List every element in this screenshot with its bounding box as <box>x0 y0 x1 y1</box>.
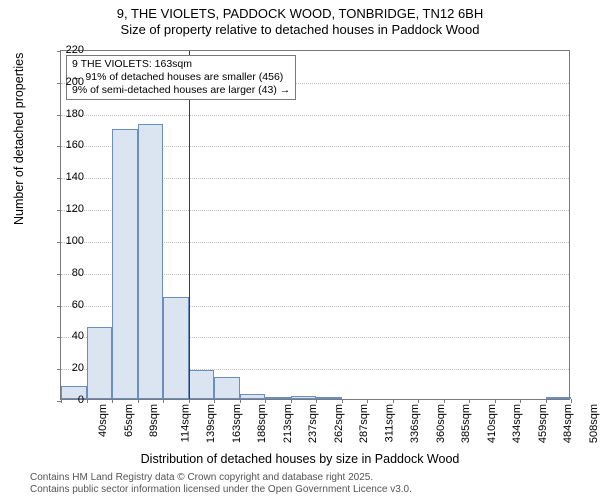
histogram-bar <box>316 397 342 399</box>
x-tick-label: 40sqm <box>97 404 109 437</box>
x-tick-mark <box>520 399 521 403</box>
x-tick-label: 262sqm <box>333 404 345 443</box>
annotation-box: 9 THE VIOLETS: 163sqm ← 91% of detached … <box>66 55 296 100</box>
x-tick-mark <box>214 399 215 403</box>
x-tick-mark <box>571 399 572 403</box>
y-tick-label: 20 <box>44 362 84 374</box>
x-tick-mark <box>112 399 113 403</box>
x-tick-label: 336sqm <box>409 404 421 443</box>
x-tick-mark <box>316 399 317 403</box>
x-tick-label: 114sqm <box>179 404 191 442</box>
x-tick-label: 508sqm <box>588 404 600 443</box>
x-tick-mark <box>546 399 547 403</box>
histogram-bar <box>265 397 291 399</box>
x-tick-label: 459sqm <box>537 404 549 443</box>
x-tick-mark <box>495 399 496 403</box>
y-tick-label: 0 <box>44 394 84 406</box>
x-tick-mark <box>138 399 139 403</box>
chart-title-line1: 9, THE VIOLETS, PADDOCK WOOD, TONBRIDGE,… <box>0 6 600 22</box>
x-tick-mark <box>444 399 445 403</box>
y-tick-label: 220 <box>44 44 84 56</box>
gridline <box>61 115 569 116</box>
x-tick-label: 213sqm <box>282 404 294 443</box>
y-tick-label: 120 <box>44 203 84 215</box>
annotation-line1: 9 THE VIOLETS: 163sqm <box>72 58 290 71</box>
histogram-bar <box>189 370 215 399</box>
annotation-line2: ← 91% of detached houses are smaller (45… <box>72 71 290 84</box>
y-tick-label: 100 <box>44 235 84 247</box>
x-tick-label: 163sqm <box>231 404 243 443</box>
chart-area: 9 THE VIOLETS: 163sqm ← 91% of detached … <box>60 50 570 400</box>
y-tick-label: 40 <box>44 330 84 342</box>
y-tick-label: 180 <box>44 108 84 120</box>
x-tick-label: 434sqm <box>511 404 523 443</box>
histogram-bar <box>87 327 113 399</box>
x-tick-label: 139sqm <box>205 404 217 443</box>
histogram-bar <box>546 397 572 399</box>
histogram-bar <box>112 129 138 399</box>
histogram-bar <box>163 297 189 399</box>
x-tick-label: 484sqm <box>562 404 574 443</box>
annotation-line3: 9% of semi-detached houses are larger (4… <box>72 84 290 97</box>
x-tick-label: 311sqm <box>383 404 395 442</box>
x-tick-mark <box>265 399 266 403</box>
x-tick-label: 410sqm <box>486 404 498 443</box>
histogram-bar <box>214 377 240 399</box>
x-tick-label: 188sqm <box>256 404 268 443</box>
plot-area <box>60 50 570 400</box>
reference-line <box>189 51 190 399</box>
y-tick-label: 80 <box>44 267 84 279</box>
x-tick-label: 360sqm <box>435 404 447 443</box>
y-axis-title: Number of detached properties <box>12 53 26 225</box>
footnote-line1: Contains HM Land Registry data © Crown c… <box>30 472 412 484</box>
x-tick-label: 237sqm <box>307 404 319 443</box>
x-tick-mark <box>367 399 368 403</box>
chart-title-block: 9, THE VIOLETS, PADDOCK WOOD, TONBRIDGE,… <box>0 0 600 39</box>
x-tick-mark <box>418 399 419 403</box>
x-tick-mark <box>342 399 343 403</box>
x-tick-mark <box>393 399 394 403</box>
x-tick-mark <box>469 399 470 403</box>
x-tick-label: 287sqm <box>358 404 370 443</box>
x-tick-mark <box>189 399 190 403</box>
x-axis-title: Distribution of detached houses by size … <box>0 452 600 466</box>
chart-title-line2: Size of property relative to detached ho… <box>0 22 600 38</box>
x-tick-label: 89sqm <box>148 404 160 437</box>
histogram-bar <box>138 124 164 399</box>
x-tick-mark <box>240 399 241 403</box>
y-tick-label: 200 <box>44 76 84 88</box>
footnote-block: Contains HM Land Registry data © Crown c… <box>30 472 412 496</box>
y-tick-label: 140 <box>44 171 84 183</box>
footnote-line2: Contains public sector information licen… <box>30 484 412 496</box>
histogram-bar <box>291 396 317 399</box>
x-tick-mark <box>87 399 88 403</box>
histogram-bar <box>240 394 266 399</box>
x-tick-label: 65sqm <box>123 404 135 437</box>
x-tick-label: 385sqm <box>460 404 472 443</box>
x-tick-mark <box>291 399 292 403</box>
y-tick-label: 160 <box>44 139 84 151</box>
x-tick-mark <box>163 399 164 403</box>
y-tick-label: 60 <box>44 299 84 311</box>
